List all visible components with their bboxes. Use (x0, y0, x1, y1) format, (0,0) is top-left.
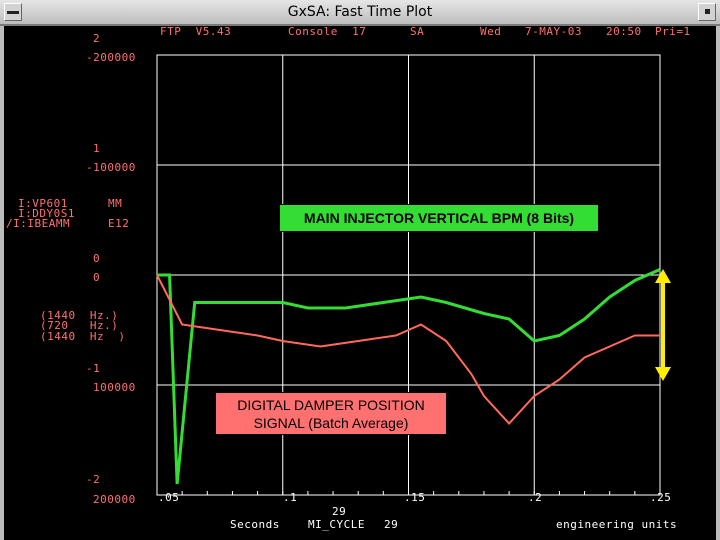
program-version: FTP V5.43 (160, 25, 232, 38)
priority-label: Pri=1 (655, 25, 691, 38)
x-tick-label: .1 (283, 491, 298, 504)
console-label: Console 17 (288, 25, 367, 38)
scale-top-b: -200000 (86, 51, 136, 64)
device-name[interactable]: I:VP601 (18, 197, 68, 210)
cycle-label: MI_CYCLE (308, 518, 365, 531)
series-line-0 (157, 268, 661, 485)
device-name[interactable]: /I:IBEAMM (6, 217, 71, 230)
x-tick-label: .05 (158, 491, 180, 504)
scale-top-a: 2 (93, 32, 101, 45)
window-frame-left (0, 26, 4, 540)
x-tick-label: .15 (404, 491, 426, 504)
series-line-1 (156, 274, 660, 425)
plot-traces (156, 268, 661, 485)
scale-zero-b: 0 (93, 271, 101, 284)
window-title: GxSA: Fast Time Plot (287, 4, 433, 20)
scale-neg2-b: 200000 (93, 493, 136, 506)
cycle-value: 29 (384, 518, 399, 531)
scale-neg1-b: 100000 (93, 381, 136, 394)
rate-label: (1440 Hz ) (40, 330, 126, 343)
minimize-icon (705, 9, 710, 14)
seconds-label: Seconds (230, 518, 280, 531)
scale-neg1-a: -1 (86, 362, 101, 375)
day-label: Wed (480, 25, 502, 38)
rate-label: (720 Hz.) (40, 319, 119, 332)
window-menu-button[interactable] (4, 3, 22, 21)
date-label: 7-MAY-03 (525, 25, 582, 38)
cycle-number: 29 (332, 505, 347, 518)
bpm-annotation: MAIN INJECTOR VERTICAL BPM (8 Bits) (279, 204, 599, 232)
window-titlebar: GxSA: Fast Time Plot (0, 0, 720, 26)
scale-mid1-a: 1 (93, 142, 101, 155)
device-unit: E12 (108, 217, 130, 230)
scale-zero-a: 0 (93, 252, 101, 265)
minimize-button[interactable] (698, 3, 716, 21)
device-name[interactable]: I:DDY0S1 (18, 207, 75, 220)
x-tick-label: .25 (650, 491, 672, 504)
scale-arrow-head-up (655, 269, 671, 283)
scale-label: 1mm (674, 313, 703, 328)
scale-mid1-b: -100000 (86, 161, 136, 174)
x-tick-label: .2 (528, 491, 543, 504)
units-label: engineering units (556, 518, 678, 531)
scale-arrow (655, 269, 671, 381)
scale-arrow-head-down (655, 367, 671, 381)
damper-annotation-line1: DIGITAL DAMPER POSITION (237, 397, 425, 413)
window-frame-right (716, 26, 720, 540)
rate-label: (1440 Hz.) (40, 309, 119, 322)
sa-label: SA (410, 25, 425, 38)
damper-annotation-line2: SIGNAL (Batch Average) (253, 415, 409, 431)
time-label: 20:50 (606, 25, 642, 38)
damper-annotation: DIGITAL DAMPER POSITION SIGNAL (Batch Av… (215, 392, 447, 435)
menu-bar-icon (7, 11, 19, 14)
scale-neg2-a: -2 (86, 473, 101, 486)
device-unit: MM (108, 197, 123, 210)
